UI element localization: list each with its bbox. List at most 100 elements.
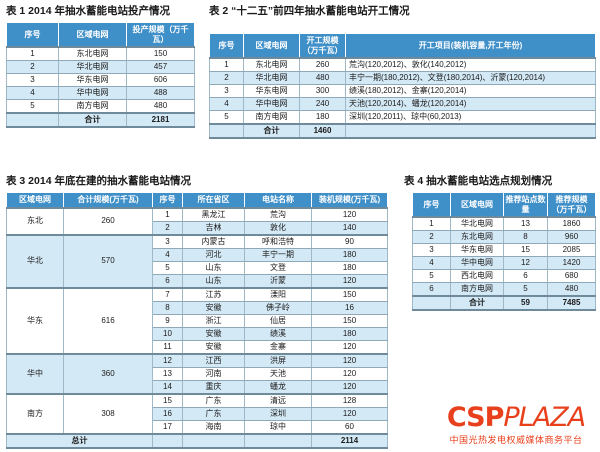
cell-region: 华东 [6, 286, 64, 354]
cell-province: 黑龙江 [182, 206, 245, 222]
table-row: 5 南方电网 180 深圳(120,2011)、琼中(60,2013) [209, 110, 596, 125]
cell-index: 3 [412, 243, 451, 257]
table-row: 2 东北电网 8 960 [412, 230, 596, 244]
cell-index: 6 [412, 282, 451, 297]
cell-station: 天池 [244, 366, 312, 381]
cell-capacity: 180 [311, 326, 388, 341]
logo-plaza-text: PLAZA [503, 402, 586, 433]
cell-region: 华北电网 [243, 71, 300, 85]
cell-total-value: 2114 [311, 432, 388, 449]
table-row: 11 安徽 金寨 120 [7, 339, 388, 354]
cell-index: 10 [152, 326, 183, 341]
cell-scale: 488 [126, 86, 195, 100]
cell-region: 华东电网 [58, 73, 127, 87]
cell-index: 17 [152, 419, 183, 434]
table4-col-region: 区域电网 [450, 192, 504, 218]
cell-station: 深圳 [244, 406, 312, 421]
cell-index: 2 [209, 71, 244, 85]
cell-region: 华北 [6, 233, 64, 288]
cspplaza-logo: CSPPLAZA 中国光热发电权威媒体商务平台 [437, 404, 595, 446]
table-row: 4 华中电网 12 1420 [412, 256, 596, 270]
table4: 序号 区域电网 推荐站点数量 推荐规模（万千瓦） 1 华北电网 13 1860 … [412, 192, 596, 311]
table2-col-scale: 开工规模（万千瓦） [299, 33, 346, 59]
cell-province: 山东 [182, 260, 245, 275]
cell-index: 9 [152, 313, 183, 328]
cell-projects: 天池(120,2014)、蟠龙(120,2014) [345, 97, 596, 111]
cell-region-total: 260 [63, 206, 153, 235]
cell-index: 12 [152, 352, 183, 368]
cell-projects: 深圳(120,2011)、琼中(60,2013) [345, 110, 596, 125]
cell-station: 清远 [244, 392, 312, 408]
table-row: 9 浙江 仙居 150 [7, 313, 388, 328]
table1-col-region: 区域电网 [58, 22, 127, 48]
cell-region: 华东电网 [243, 84, 300, 98]
cell-blank [209, 123, 244, 139]
cell-station: 佛子岭 [244, 300, 312, 315]
cell-province: 河南 [182, 366, 245, 381]
cell-capacity: 128 [311, 392, 388, 408]
cell-province: 广东 [182, 392, 245, 408]
table-row: 4 华中电网 488 [6, 86, 195, 100]
cell-province: 江苏 [182, 286, 245, 302]
cell-capacity: 120 [311, 352, 388, 368]
cell-capacity: 16 [311, 300, 388, 315]
logo-csp-text: CSP [446, 402, 505, 433]
table4-col-scale: 推荐规模（万千瓦） [547, 192, 596, 218]
cell-region: 西北电网 [450, 269, 504, 283]
cell-capacity: 90 [311, 233, 388, 249]
cell-total-scale: 7485 [547, 295, 596, 311]
table1: 序号 区域电网 投产规模（万千瓦） 1 东北电网 150 2 华北电网 457 … [6, 22, 195, 128]
cell-station: 沂蒙 [244, 273, 312, 288]
table-row: 1 东北电网 260 荒沟(120,2012)、敦化(140,2012) [209, 57, 596, 72]
table-row: 3 华东电网 606 [6, 73, 195, 87]
cell-index: 4 [209, 97, 244, 111]
cell-region: 华东电网 [450, 243, 504, 257]
cell-region: 东北电网 [243, 57, 300, 72]
cell-index: 2 [152, 220, 183, 235]
cell-station: 溧阳 [244, 286, 312, 302]
cell-capacity: 150 [311, 286, 388, 302]
cell-index: 13 [152, 366, 183, 381]
cell-total-label: 合计 [58, 112, 127, 128]
cell-index: 7 [152, 286, 183, 302]
cell-province: 河北 [182, 247, 245, 262]
table2-col-projects: 开工项目(装机容量,开工年份) [345, 33, 596, 59]
cell-capacity: 120 [311, 273, 388, 288]
cell-province: 江西 [182, 352, 245, 368]
table2-total-row: 合计 1460 [209, 123, 596, 139]
cell-index: 4 [6, 86, 59, 100]
cell-blank [345, 123, 596, 139]
table3-col-station: 电站名称 [244, 192, 312, 208]
table-row: 1 华北电网 13 1860 [412, 216, 596, 231]
table3-title: 表 3 2014 年底在建的抽水蓄能电站情况 [6, 175, 191, 187]
table2-header-row: 序号 区域电网 开工规模（万千瓦） 开工项目(装机容量,开工年份) [209, 33, 596, 59]
cell-index: 3 [152, 233, 183, 249]
cell-index: 2 [6, 60, 59, 74]
table3-col-total-scale: 合计规模(万千瓦) [63, 192, 153, 208]
cell-capacity: 150 [311, 313, 388, 328]
cell-total-value: 1460 [299, 123, 346, 139]
cell-capacity: 120 [311, 406, 388, 421]
cell-total-label: 总计 [6, 432, 153, 449]
cell-region: 南方电网 [243, 110, 300, 125]
cell-province: 广东 [182, 406, 245, 421]
cell-site-count: 6 [503, 269, 548, 283]
cell-capacity: 180 [311, 260, 388, 275]
cell-total-value: 2181 [126, 112, 195, 128]
table3: 区域电网 合计规模(万千瓦) 序号 所在省区 电站名称 装机规模(万千瓦) 东北… [6, 192, 388, 449]
cell-index: 15 [152, 392, 183, 408]
cell-site-count: 5 [503, 282, 548, 297]
table-row: 3 华东电网 15 2085 [412, 243, 596, 257]
cell-region: 华中电网 [450, 256, 504, 270]
table-row: 5 山东 文登 180 [7, 260, 388, 275]
cell-scale: 180 [299, 110, 346, 125]
cell-scale: 606 [126, 73, 195, 87]
table3-col-capacity: 装机规模(万千瓦) [311, 192, 388, 208]
cell-scale: 480 [547, 282, 596, 297]
cell-index: 5 [412, 269, 451, 283]
cell-blank [6, 112, 59, 128]
cell-capacity: 140 [311, 220, 388, 235]
cell-site-count: 15 [503, 243, 548, 257]
table-row: 南方 308 15 广东 清远 128 [6, 392, 388, 434]
cell-capacity: 120 [311, 206, 388, 222]
